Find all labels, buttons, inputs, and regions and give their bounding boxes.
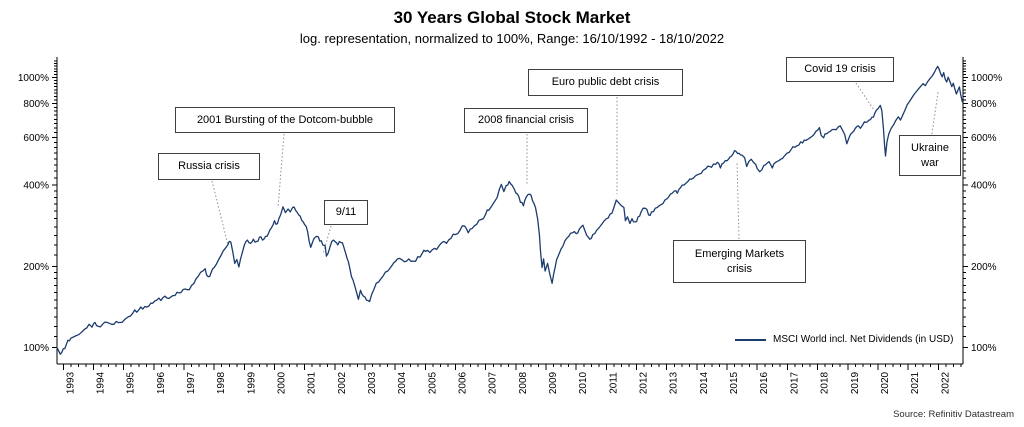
svg-text:1997: 1997 (186, 371, 197, 394)
svg-text:2020: 2020 (880, 371, 891, 394)
annotation-label: Russia crisis (178, 160, 240, 173)
annotation-label: Emerging Markets crisis (694, 247, 785, 275)
annotation-nine-eleven: 9/11 (324, 200, 368, 225)
axis-labels: 100% 100% 200% 200% 400% 400% 600% 600% 800% 800%… (18, 73, 1002, 394)
svg-text:1999: 1999 (246, 371, 257, 394)
leader-lines (211, 82, 939, 255)
annotation-label: Ukraine war (911, 141, 949, 169)
annotation-label: 2001 Bursting of the Dotcom-bubble (196, 113, 374, 126)
svg-text:2021: 2021 (910, 371, 921, 394)
svg-text:2012: 2012 (639, 371, 650, 394)
annotation-dotcom-bubble: 2001 Bursting of the Dotcom-bubble (175, 107, 395, 133)
svg-text:100%: 100% (23, 343, 49, 354)
annotation-euro-debt-crisis: Euro public debt crisis (528, 69, 683, 96)
chart-subtitle: log. representation, normalized to 100%,… (299, 31, 725, 46)
svg-text:1998: 1998 (216, 371, 227, 394)
annotation-covid-19-crisis: Covid 19 crisis (786, 57, 894, 82)
svg-text:2018: 2018 (820, 371, 831, 394)
svg-text:800%: 800% (23, 99, 49, 110)
svg-text:2005: 2005 (427, 371, 438, 394)
svg-text:2017: 2017 (789, 371, 800, 394)
svg-text:2002: 2002 (337, 371, 348, 394)
legend: MSCI World incl. Net Dividends (in USD) (735, 334, 953, 345)
svg-text:1993: 1993 (65, 371, 76, 394)
svg-text:1000%: 1000% (971, 73, 1002, 84)
legend-label: MSCI World incl. Net Dividends (in USD) (773, 334, 954, 345)
svg-text:2011: 2011 (608, 372, 619, 394)
svg-text:2013: 2013 (669, 371, 680, 394)
annotation-russia-crisis: Russia crisis (158, 153, 260, 180)
svg-text:2016: 2016 (759, 371, 770, 394)
chart-title: 30 Years Global Stock Market (393, 8, 631, 27)
svg-text:400%: 400% (971, 180, 997, 191)
svg-text:2003: 2003 (367, 371, 378, 394)
annotation-ukraine-war: Ukraine war (899, 135, 961, 176)
svg-text:200%: 200% (23, 262, 49, 273)
svg-text:600%: 600% (971, 133, 997, 144)
svg-text:2019: 2019 (850, 371, 861, 394)
svg-text:2000: 2000 (277, 371, 288, 394)
svg-text:2007: 2007 (488, 371, 499, 394)
annotation-label: Euro public debt crisis (551, 76, 660, 89)
svg-text:2015: 2015 (729, 371, 740, 394)
annotation-label: Covid 19 crisis (804, 63, 876, 76)
svg-text:100%: 100% (971, 343, 997, 354)
svg-text:2010: 2010 (578, 371, 589, 394)
annotation-emerging-markets-crisis: Emerging Markets crisis (673, 240, 806, 283)
svg-text:2009: 2009 (548, 371, 559, 394)
svg-text:2001: 2001 (307, 371, 318, 394)
annotation-financial-crisis-2008: 2008 financial crisis (464, 108, 588, 133)
svg-text:800%: 800% (971, 99, 997, 110)
svg-text:2004: 2004 (397, 371, 408, 394)
annotation-label: 2008 financial crisis (478, 114, 574, 127)
svg-text:200%: 200% (971, 262, 997, 273)
svg-text:400%: 400% (23, 180, 49, 191)
svg-text:1000%: 1000% (18, 73, 49, 84)
svg-text:1996: 1996 (156, 371, 167, 394)
svg-text:2014: 2014 (699, 371, 710, 394)
svg-text:1994: 1994 (96, 371, 107, 394)
price-line (56, 65, 964, 355)
source-note: Source: Refinitiv Datastream (893, 409, 1014, 420)
annotation-label: 9/11 (335, 206, 357, 219)
svg-text:2008: 2008 (518, 371, 529, 394)
svg-text:600%: 600% (23, 133, 49, 144)
svg-text:1995: 1995 (126, 371, 137, 394)
svg-text:2022: 2022 (940, 371, 951, 394)
legend-line-sample-icon (735, 338, 766, 341)
axes (52, 57, 968, 370)
svg-text:2006: 2006 (458, 371, 469, 394)
